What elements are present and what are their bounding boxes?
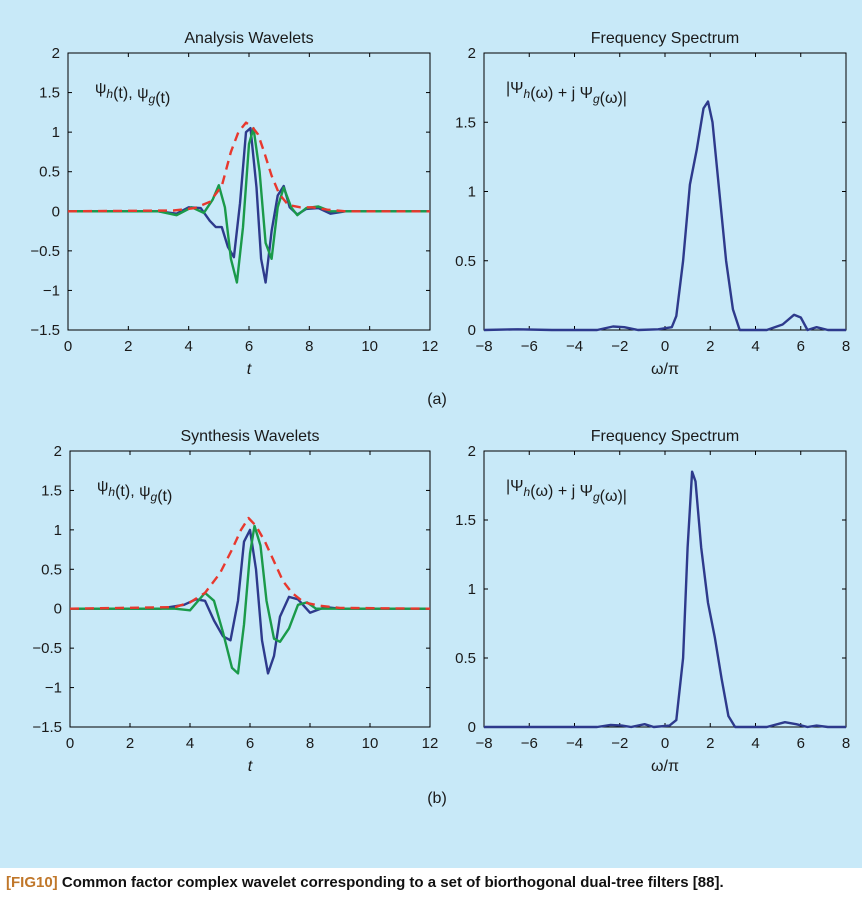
chart-annotation: |Ψh(ω) + j Ψg(ω)| [506,478,627,505]
y-tick-label: 1 [468,184,476,201]
y-tick-label: −1 [45,680,62,697]
x-tick-label: 2 [706,735,714,752]
y-tick-label: −1 [43,282,60,299]
series-line-red [69,516,431,610]
x-tick-label: 8 [842,735,850,752]
y-tick-label: 0.5 [455,650,476,667]
x-tick-label: 2 [706,338,714,355]
x-tick-label: 10 [361,338,378,355]
x-axis-label: ω/π [651,758,679,775]
chart-2 [483,52,847,332]
chart-3 [69,450,431,728]
y-tick-label: 0.5 [455,253,476,270]
x-tick-label: 12 [422,338,439,355]
y-tick-label: 1 [468,581,476,598]
y-tick-label: 0 [468,719,476,736]
y-tick-label: 0.5 [39,164,60,181]
x-axis-label: ω/π [651,361,679,378]
x-tick-label: 4 [184,338,192,355]
series-line-red [67,121,430,213]
chart-title: Frequency Spectrum [591,30,740,47]
y-tick-label: 1.5 [41,482,62,499]
y-tick-label: 1 [54,522,62,539]
x-tick-label: 4 [751,735,759,752]
y-tick-label: 2 [54,443,62,460]
y-tick-label: 2 [52,45,60,62]
y-tick-label: 1 [52,124,60,141]
chart-title: Analysis Wavelets [184,30,313,47]
subfigure-label-b: (b) [427,790,447,807]
x-tick-label: −6 [521,735,538,752]
chart-annotation: ψh(t), ψg(t) [95,80,170,107]
x-tick-label: 12 [422,735,439,752]
x-tick-label: −6 [521,338,538,355]
y-tick-label: 1.5 [455,512,476,529]
x-tick-label: −2 [611,338,628,355]
x-axis-label: t [247,361,252,378]
series-line-blue [484,470,846,729]
x-tick-label: 8 [306,735,314,752]
x-tick-label: −2 [611,735,628,752]
series-line-green [68,126,430,284]
figure-panel [0,0,862,868]
x-tick-label: 0 [64,338,72,355]
chart-title: Synthesis Wavelets [180,428,319,445]
x-tick-label: −4 [566,338,583,355]
y-tick-label: −1.5 [32,719,62,736]
x-tick-label: 6 [797,735,805,752]
series-line-blue [70,528,430,675]
series-line-blue [483,100,846,332]
chart-1 [67,52,431,331]
y-tick-label: 0 [468,322,476,339]
x-tick-label: 10 [362,735,379,752]
x-tick-label: 6 [245,338,253,355]
x-tick-label: 4 [186,735,194,752]
chart-annotation: ψh(t), ψg(t) [97,478,172,505]
subfigure-label-a: (a) [427,391,447,408]
figure-caption: [FIG10] Common factor complex wavelet co… [6,874,724,891]
x-tick-label: 0 [66,735,74,752]
x-tick-label: 8 [305,338,313,355]
caption-tag: [FIG10] [6,874,58,891]
y-tick-label: 2 [468,443,476,460]
x-tick-label: −4 [566,735,583,752]
y-tick-label: 0 [54,601,62,618]
y-tick-label: 0.5 [41,561,62,578]
y-tick-label: −0.5 [32,640,62,657]
x-tick-label: −8 [475,735,492,752]
caption-text: Common factor complex wavelet correspond… [61,874,724,891]
chart-title: Frequency Spectrum [591,428,740,445]
x-tick-label: 6 [797,338,805,355]
x-tick-label: 0 [661,735,669,752]
x-tick-label: 2 [124,338,132,355]
y-tick-label: 1.5 [39,85,60,102]
x-tick-label: −8 [475,338,492,355]
x-tick-label: 4 [751,338,759,355]
x-tick-label: 6 [246,735,254,752]
y-tick-label: 0 [52,203,60,220]
y-tick-label: −1.5 [30,322,60,339]
y-tick-label: −0.5 [30,243,60,260]
y-tick-label: 2 [468,45,476,62]
series-line-green [70,524,430,675]
x-axis-label: t [248,758,253,775]
x-tick-label: 2 [126,735,134,752]
x-tick-label: 8 [842,338,850,355]
chart-annotation: |Ψh(ω) + j Ψg(ω)| [506,80,627,107]
chart-4 [483,450,847,729]
x-tick-label: 0 [661,338,669,355]
y-tick-label: 1.5 [455,114,476,131]
